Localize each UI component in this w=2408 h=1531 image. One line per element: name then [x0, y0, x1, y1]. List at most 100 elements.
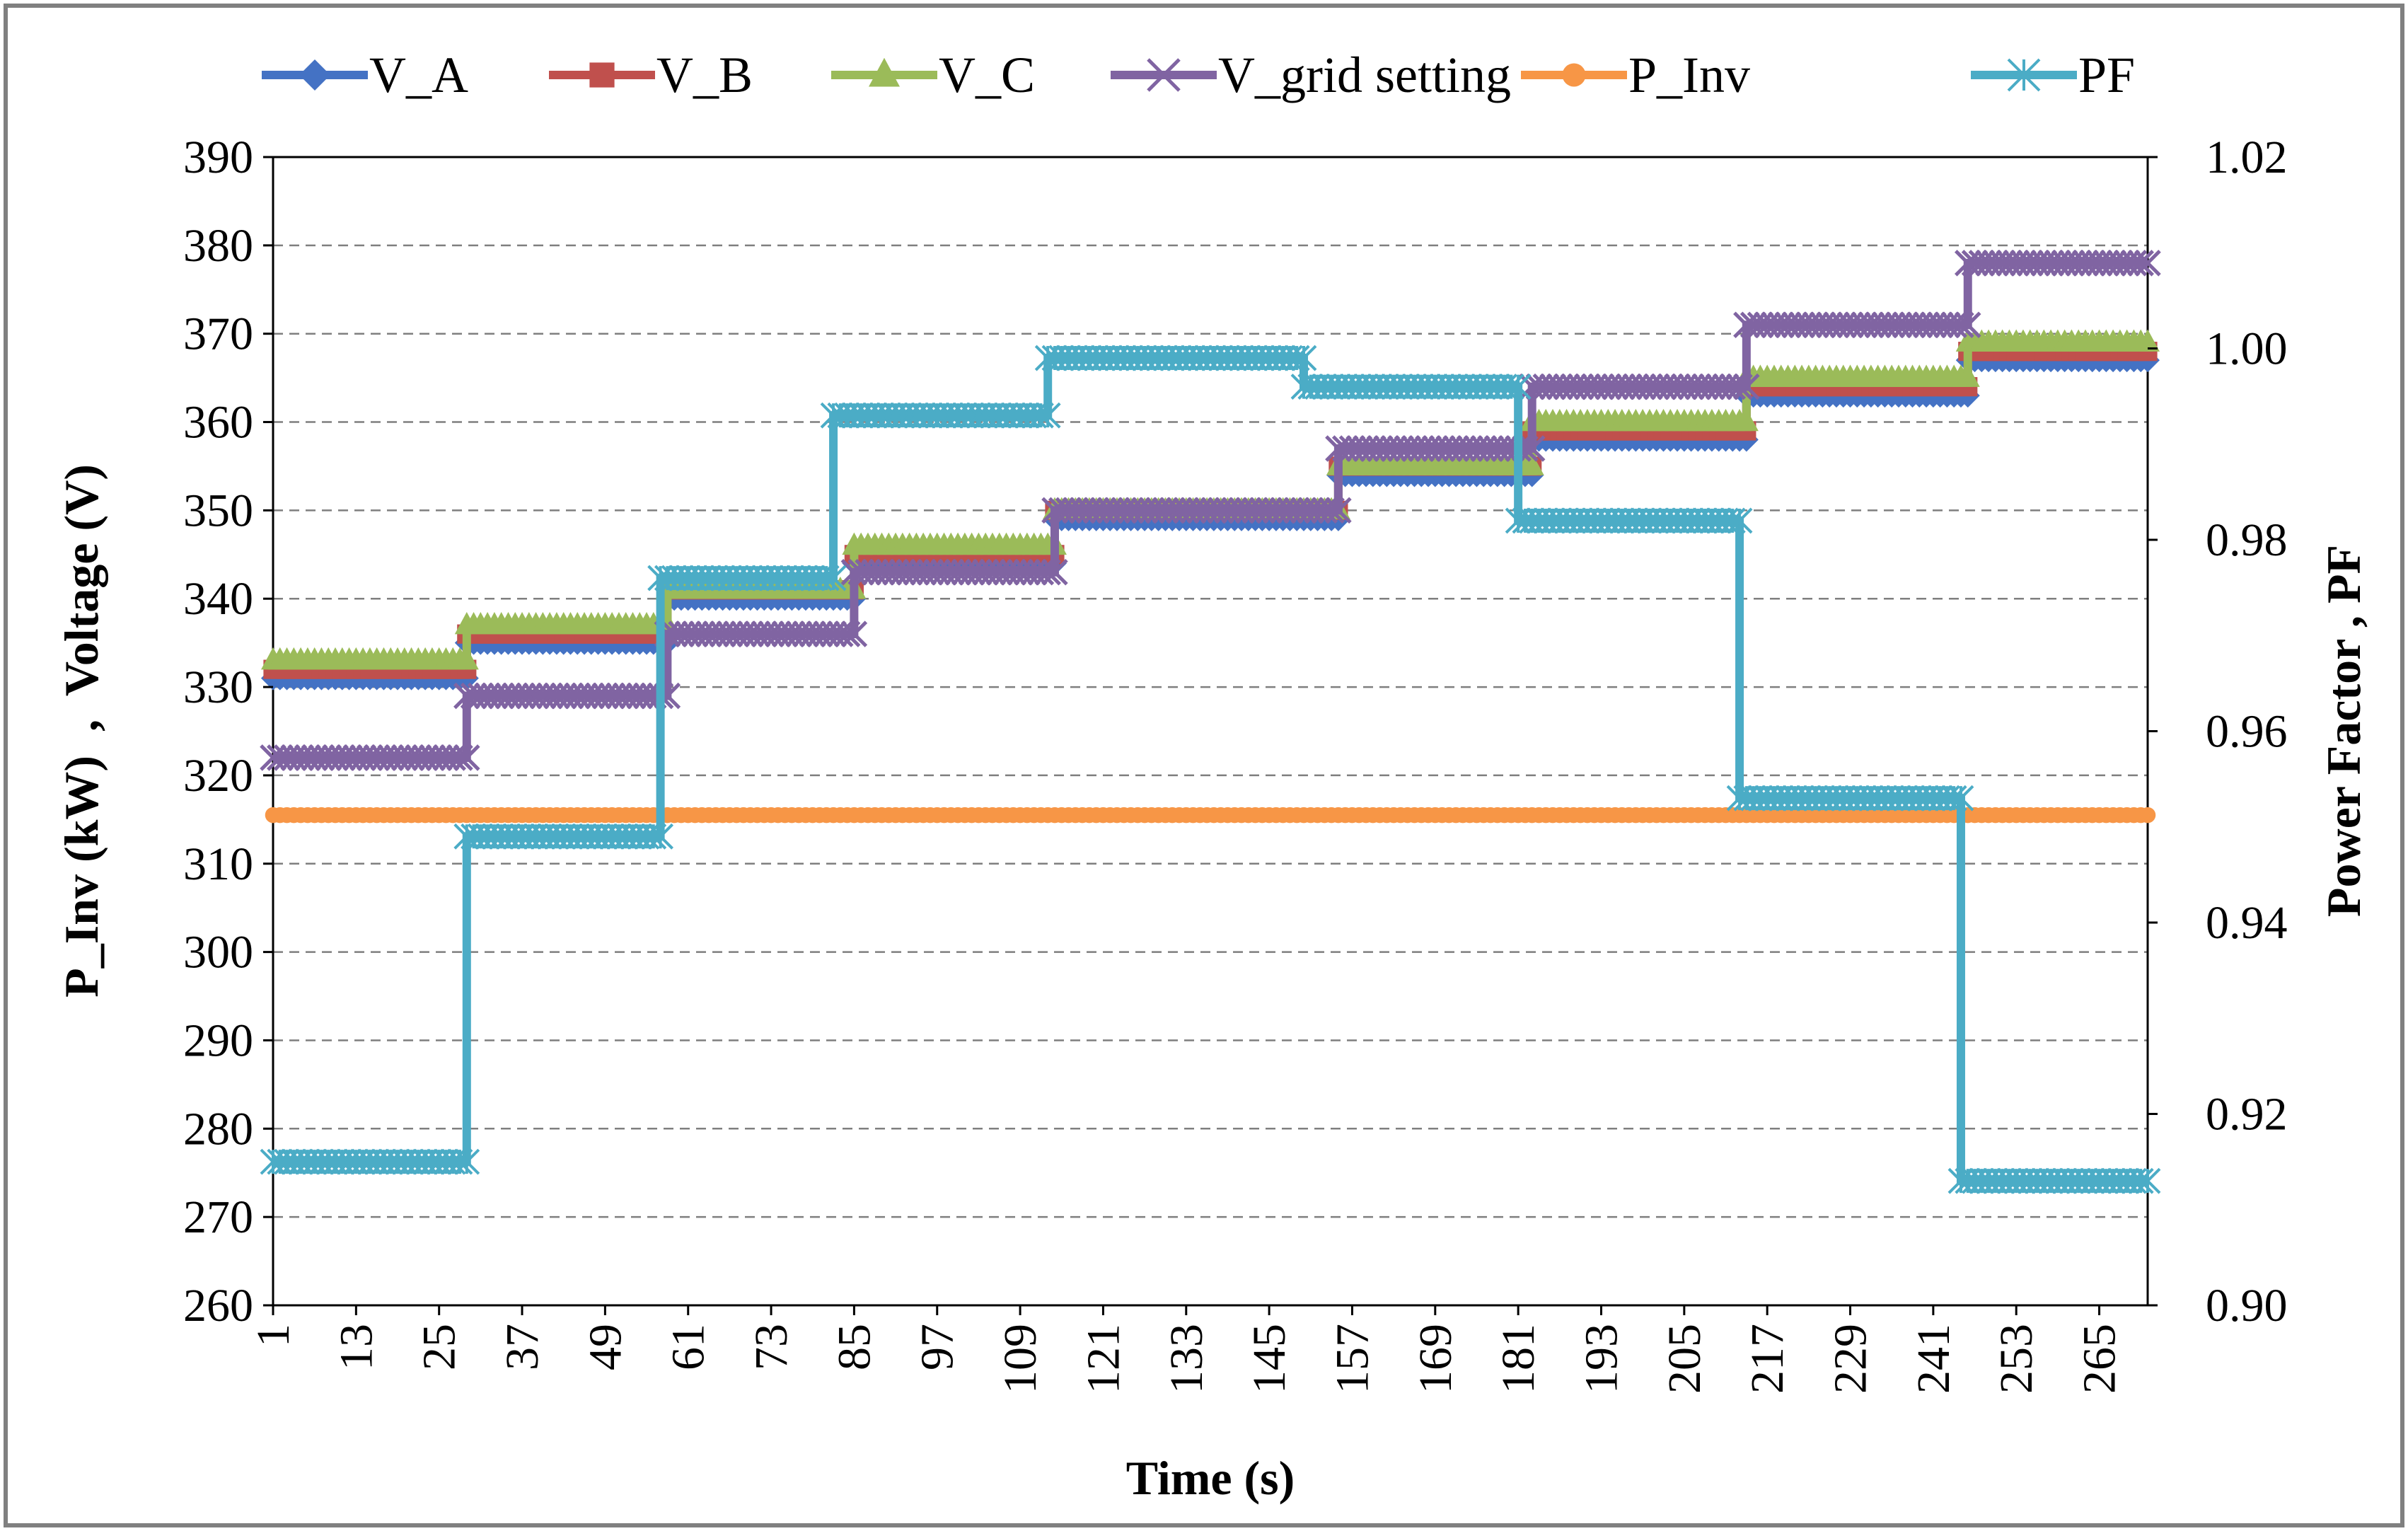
legend-label: P_Inv	[1628, 47, 1750, 103]
data-point-marker	[1947, 785, 1974, 811]
x-tick-label: 157	[1326, 1324, 1378, 1394]
x-tick-label: 169	[1410, 1324, 1461, 1394]
series-p-inv	[265, 807, 2156, 824]
y-left-tick-label: 300	[183, 927, 253, 978]
y-left-tick-label: 370	[183, 308, 253, 360]
x-tick-label: 85	[828, 1324, 880, 1370]
data-point-marker	[2007, 58, 2041, 92]
legend-item: P_Inv	[1521, 47, 1750, 103]
data-point-marker	[840, 620, 868, 647]
legend: V_A V_B V_C V_grid setting P_Inv PF	[262, 47, 2135, 103]
data-point-marker	[869, 57, 900, 87]
series-pf	[260, 345, 2161, 1194]
x-tick-label: 13	[330, 1324, 382, 1370]
data-point-marker	[453, 1148, 480, 1175]
x-tick-label: 109	[995, 1324, 1046, 1394]
data-point-marker	[299, 59, 330, 91]
x-tick-label: 205	[1659, 1324, 1711, 1394]
data-point-marker	[1041, 559, 1068, 586]
y-left-tick-label: 270	[183, 1191, 253, 1243]
series-line	[273, 354, 2148, 1186]
data-point-marker	[1955, 364, 1980, 387]
legend-label: V_C	[939, 47, 1035, 103]
x-tick-label: 229	[1825, 1324, 1877, 1394]
x-tick-label: 181	[1493, 1324, 1544, 1394]
series-v-grid-setting	[260, 250, 2161, 771]
x-tick-label: 145	[1244, 1324, 1295, 1394]
y-right-tick-label: 0.96	[2206, 706, 2288, 758]
data-point-marker	[1562, 63, 1586, 87]
data-point-marker	[647, 823, 674, 850]
x-tick-label: 265	[2074, 1324, 2126, 1394]
series-layer	[260, 250, 2161, 1194]
y-right-tick-label: 1.00	[2206, 323, 2288, 375]
y-left-tick-label: 280	[183, 1103, 253, 1155]
y-right-tick-label: 0.94	[2206, 897, 2288, 949]
y-right-tick-label: 0.92	[2206, 1089, 2288, 1140]
y-left-tick-label: 380	[183, 220, 253, 272]
axes: 260 270 280 290 300 310 320 330 340 350 360 370 380 3…	[183, 132, 2288, 1394]
x-tick-label: 61	[663, 1324, 714, 1370]
data-point-marker	[1947, 311, 1974, 338]
data-point-marker	[1325, 497, 1352, 524]
x-tick-label: 253	[1991, 1324, 2042, 1394]
data-point-marker	[2136, 329, 2160, 352]
legend-label: V_A	[369, 47, 468, 103]
y-right-tick-label: 0.98	[2206, 514, 2288, 566]
x-tick-label: 217	[1742, 1324, 1793, 1394]
data-point-marker	[1518, 435, 1546, 462]
x-tick-label: 1	[248, 1324, 299, 1347]
data-point-marker	[1318, 497, 1345, 524]
legend-item: V_grid setting	[1111, 47, 1511, 103]
data-point-marker	[1290, 345, 1317, 371]
data-point-marker	[1726, 507, 1753, 534]
x-tick-label: 133	[1161, 1324, 1212, 1394]
legend-label: V_grid setting	[1218, 47, 1511, 103]
data-point-marker	[2127, 250, 2154, 277]
data-point-marker	[833, 620, 861, 647]
x-tick-label: 25	[414, 1324, 465, 1370]
y-left-tick-label: 390	[183, 132, 253, 183]
y-left-tick-label: 350	[183, 485, 253, 536]
x-tick-label: 193	[1575, 1324, 1627, 1394]
legend-label: V_B	[656, 47, 753, 103]
data-point-marker	[446, 744, 473, 771]
legend-item: V_A	[262, 47, 468, 103]
data-point-marker	[2134, 250, 2161, 277]
y-right-tick-label: 1.02	[2206, 132, 2288, 183]
y-left-tick-label: 290	[183, 1015, 253, 1066]
y-left-tick-label: 360	[183, 397, 253, 449]
data-point-marker	[2139, 807, 2156, 824]
y-right-tick-label: 0.90	[2206, 1280, 2288, 1331]
data-point-marker	[1034, 402, 1061, 429]
y-left-tick-label: 310	[183, 838, 253, 890]
y-axis-left-title: P_Inv (kW) , Voltage (V)	[54, 464, 108, 998]
legend-item: PF	[1971, 47, 2135, 103]
y-left-tick-label: 320	[183, 750, 253, 802]
x-axis-title: Time (s)	[1126, 1451, 1295, 1505]
y-axis-right-title: Power Factor , PF	[2317, 545, 2371, 917]
data-point-marker	[1520, 453, 1544, 475]
legend-label: PF	[2078, 47, 2135, 103]
x-tick-label: 97	[912, 1324, 963, 1370]
data-point-marker	[1034, 559, 1061, 586]
data-point-marker	[2134, 1167, 2161, 1194]
x-tick-label: 49	[579, 1324, 631, 1370]
y-left-tick-label: 260	[183, 1280, 253, 1331]
data-point-marker	[454, 647, 479, 670]
data-point-marker	[1147, 58, 1181, 92]
y-left-tick-label: 330	[183, 661, 253, 713]
data-point-marker	[1505, 374, 1532, 400]
y-left-tick-label: 340	[183, 573, 253, 625]
legend-item: V_B	[549, 47, 753, 103]
data-point-marker	[1954, 311, 1981, 338]
data-point-marker	[1734, 408, 1759, 432]
data-point-marker	[453, 744, 480, 771]
data-point-marker	[1733, 373, 1760, 400]
data-point-marker	[1726, 373, 1753, 400]
x-tick-label: 121	[1077, 1324, 1129, 1394]
data-point-marker	[589, 62, 615, 88]
x-tick-label: 73	[746, 1324, 797, 1370]
data-point-marker	[820, 565, 847, 591]
